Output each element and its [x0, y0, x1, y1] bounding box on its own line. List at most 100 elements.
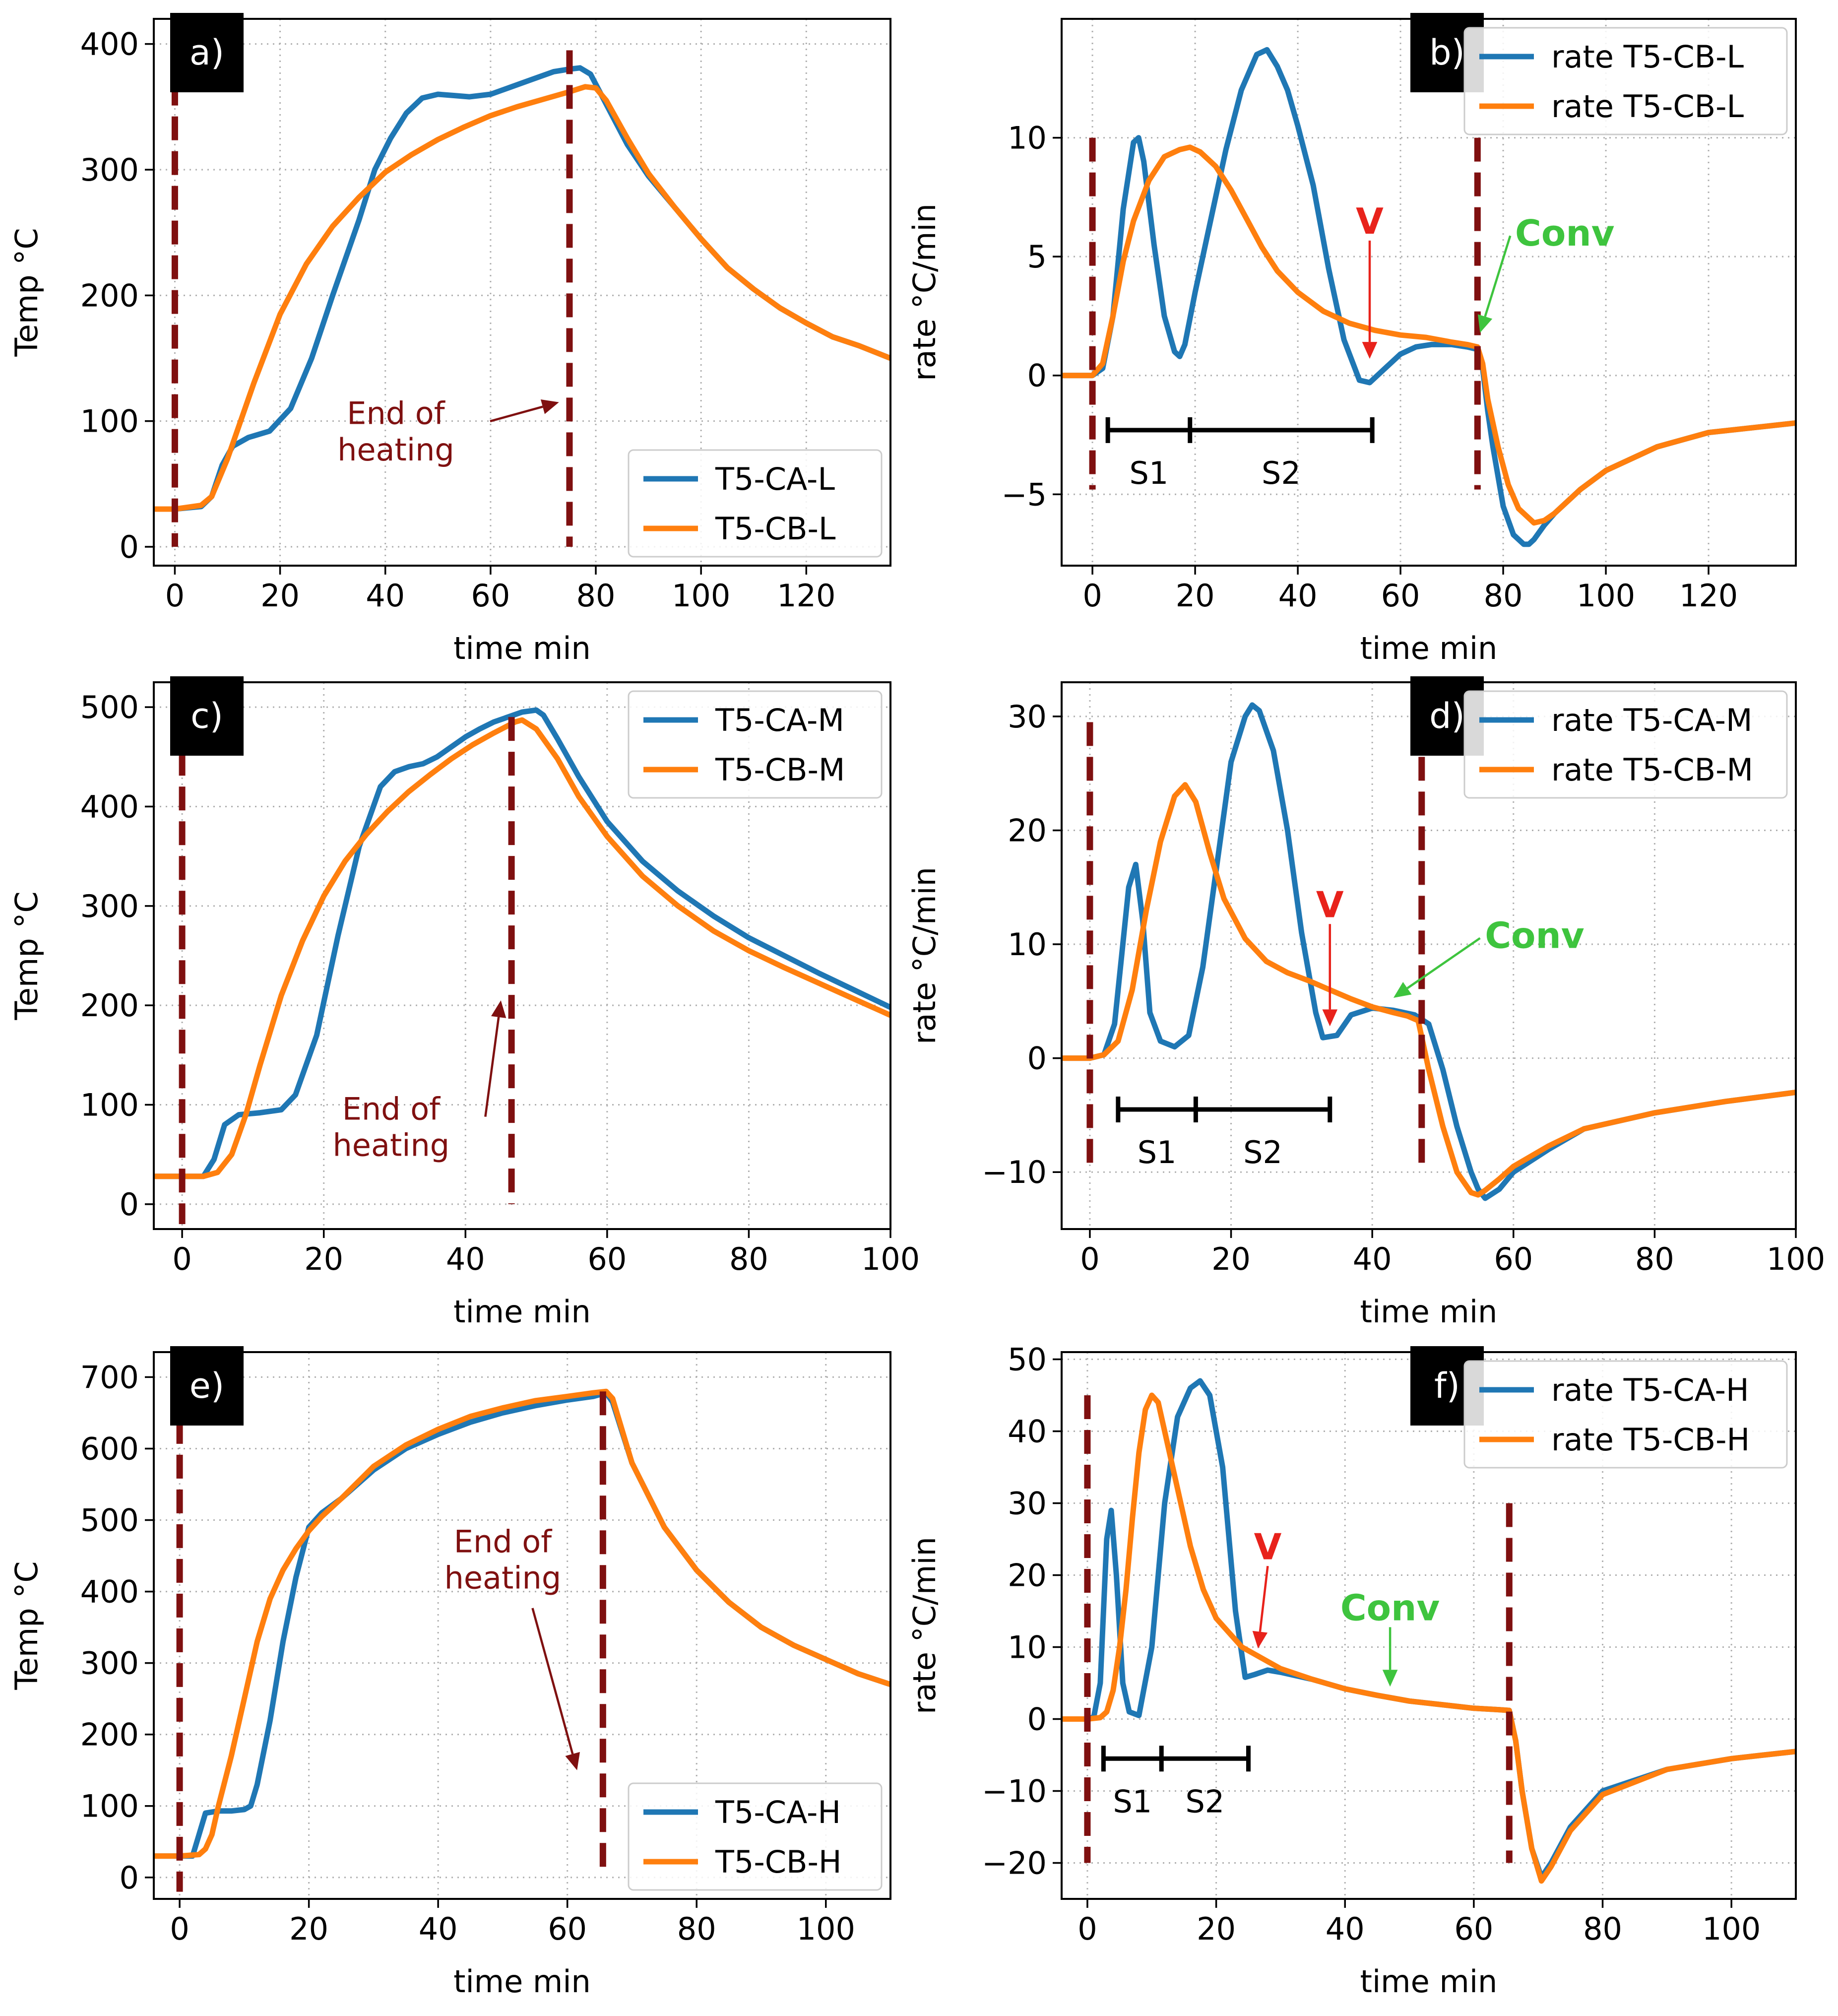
series-line-t5-ca-m — [154, 707, 890, 1179]
y-tick-label: 700 — [80, 1359, 139, 1395]
annotation-arrow — [1252, 1565, 1269, 1649]
panel-label-box — [170, 13, 244, 92]
x-tick-label: 60 — [1494, 1241, 1533, 1277]
panel-label-badge: e) — [170, 1346, 244, 1426]
x-tick-label: 20 — [1211, 1241, 1251, 1277]
x-axis-label: time min — [453, 1294, 591, 1330]
y-tick-label: 500 — [80, 1502, 139, 1539]
x-axis-label: time min — [453, 630, 591, 666]
annotation-arrow-shaft — [490, 405, 543, 423]
annotation-arrow — [1322, 924, 1338, 1027]
stage-label-s2: S2 — [1243, 1134, 1282, 1171]
y-tick-label: 0 — [1027, 1701, 1047, 1738]
legend: rate T5-CA-M rate T5-CB-M — [1463, 690, 1788, 799]
x-tick-label: 20 — [304, 1241, 343, 1277]
legend: rate T5-CB-L rate T5-CB-L — [1463, 27, 1788, 135]
y-tick-label: 0 — [1027, 358, 1047, 394]
panel-a: 0 20 40 60 80 100 120 0 100 200 300 400 End ofheatin… — [8, 13, 891, 666]
legend-entry: T5-CA-H — [715, 1794, 841, 1830]
panel-label-badge: c) — [170, 676, 244, 756]
legend-entry: T5-CB-L — [715, 511, 836, 547]
legend-entry: T5-CB-M — [715, 752, 845, 788]
x-tick-label: 0 — [170, 1911, 189, 1947]
y-tick-label: 300 — [80, 888, 139, 924]
legend-entry: T5-CA-M — [715, 702, 844, 738]
x-axis-label: time min — [1360, 1963, 1498, 2000]
legend-entry: rate T5-CB-L — [1551, 39, 1744, 75]
legend-entry: T5-CB-H — [715, 1844, 842, 1880]
y-tick-label: 0 — [120, 529, 139, 565]
panel-label-box — [170, 1346, 244, 1426]
annotation-text: End of — [454, 1523, 553, 1560]
y-tick-label: 10 — [1008, 926, 1047, 963]
annotation-text: End of — [347, 395, 445, 432]
axes-frame — [153, 681, 891, 1230]
x-tick-label: 60 — [1381, 578, 1420, 614]
y-tick-label: 100 — [80, 403, 139, 440]
y-tick-label: 400 — [80, 788, 139, 825]
y-axis-label: Temp °C — [8, 1561, 45, 1690]
x-tick-label: 60 — [587, 1241, 627, 1277]
annotation-text: Conv — [1515, 212, 1615, 254]
annotation-arrow-head — [1382, 1670, 1398, 1687]
legend-entry: rate T5-CB-H — [1551, 1422, 1750, 1458]
legend-entry: T5-CA-L — [715, 461, 835, 497]
series-line-rate-t5-cb-h — [1062, 1392, 1796, 1884]
y-tick-label: 30 — [1008, 1486, 1047, 1522]
x-tick-label: 60 — [471, 578, 510, 614]
annotation-arrow — [531, 1608, 580, 1770]
y-tick-label: 600 — [80, 1431, 139, 1467]
legend-box — [1463, 27, 1788, 135]
panel-label: b) — [1429, 32, 1465, 73]
stage-label-s1: S1 — [1130, 455, 1169, 491]
annotation-text: heating — [333, 1127, 450, 1164]
y-tick-label: −20 — [982, 1845, 1047, 1882]
series-line-rate-t5-cb-m — [1062, 782, 1796, 1198]
x-tick-label: 20 — [260, 578, 300, 614]
y-axis-label: rate °C/min — [906, 1537, 943, 1714]
series-group — [1062, 47, 1796, 547]
series-line-rate-t5-cb-l — [1062, 144, 1796, 526]
x-tick-label: 40 — [1326, 1911, 1365, 1947]
annotation-arrow — [1477, 235, 1512, 333]
y-tick-label: 200 — [80, 277, 139, 314]
annotation-arrow-shaft — [1406, 937, 1481, 989]
panel-label: c) — [190, 696, 223, 736]
stage-label-s2: S2 — [1185, 1783, 1224, 1820]
annotation-arrow — [490, 399, 559, 423]
legend-box — [1463, 1360, 1788, 1469]
annotation-arrow-shaft — [1259, 1565, 1269, 1632]
x-tick-label: 0 — [172, 1241, 191, 1277]
annotation-text: heating — [337, 432, 454, 468]
annotation-arrow-head — [491, 1000, 507, 1018]
axes-frame — [153, 18, 891, 567]
y-tick-label: −5 — [1002, 476, 1047, 513]
x-axis-label: time min — [1360, 1294, 1498, 1330]
y-tick-label: 100 — [80, 1087, 139, 1123]
y-tick-label: 10 — [1008, 120, 1047, 156]
legend-entry: rate T5-CA-H — [1551, 1372, 1749, 1408]
annotation-arrow — [1382, 1627, 1398, 1687]
x-tick-label: 40 — [419, 1911, 458, 1947]
annotation-text: V — [1316, 884, 1344, 926]
x-tick-label: 100 — [672, 578, 730, 614]
y-tick-label: 200 — [80, 1717, 139, 1753]
y-tick-label: 100 — [80, 1788, 139, 1824]
annotation-arrow-shaft — [531, 1608, 574, 1755]
y-tick-label: 20 — [1008, 1558, 1047, 1594]
annotation-text: V — [1254, 1526, 1282, 1567]
x-tick-label: 80 — [1484, 578, 1523, 614]
stage-label-s1: S1 — [1138, 1134, 1177, 1171]
series-group — [1062, 1378, 1796, 1884]
x-tick-label: 80 — [1583, 1911, 1622, 1947]
series-line-rate-t5-cb-l — [1062, 47, 1796, 547]
x-tick-label: 60 — [1454, 1911, 1493, 1947]
panel-e: 0 20 40 60 80 100 0 100 200 300 400 500 600 700 End of… — [8, 1346, 891, 2000]
annotation-arrow-head — [1252, 1630, 1268, 1649]
y-tick-label: 30 — [1008, 699, 1047, 735]
legend-entry: rate T5-CA-M — [1551, 702, 1753, 738]
panel-label: a) — [190, 32, 224, 73]
y-axis-label: Temp °C — [8, 891, 45, 1020]
